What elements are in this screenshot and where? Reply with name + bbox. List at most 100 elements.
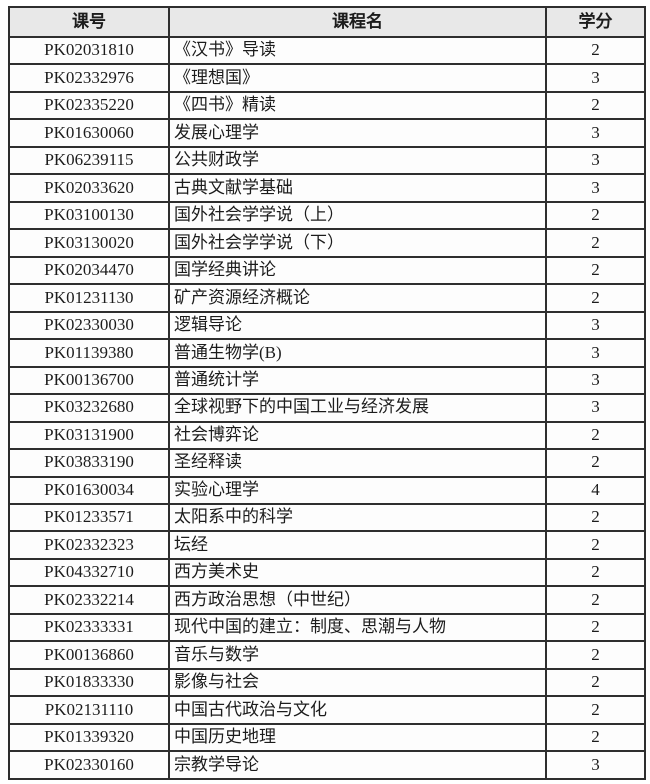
credits-cell: 2 — [545, 200, 646, 231]
course-id-cell: PK02330030 — [8, 310, 170, 341]
credits-cell: 2 — [545, 420, 646, 451]
course-name-cell: 发展心理学 — [168, 118, 547, 148]
credits-cell: 4 — [545, 475, 646, 505]
course-name-cell: 古典文献学基础 — [168, 173, 547, 203]
course-id-cell: PK02034470 — [8, 255, 170, 286]
credits-cell: 3 — [545, 338, 646, 368]
credits-cell: 2 — [545, 530, 646, 560]
course-name-cell: 圣经释读 — [168, 448, 547, 478]
course-name-cell: 影像与社会 — [168, 667, 547, 698]
course-id-cell: PK04332710 — [8, 557, 170, 588]
course-name-cell: 公共财政学 — [168, 145, 547, 176]
credits-cell: 3 — [545, 118, 646, 148]
course-id-cell: PK01139380 — [8, 338, 170, 368]
table-row: PK00136700 普通统计学 3 — [8, 365, 646, 396]
course-name-cell: 国学经典讲论 — [168, 255, 547, 286]
course-id-cell: PK01630060 — [8, 118, 170, 148]
table-row: PK01630034 实验心理学 4 — [8, 475, 646, 505]
credits-cell: 2 — [545, 557, 646, 588]
course-name-cell: 坛经 — [168, 530, 547, 560]
table-row: PK02033620 古典文献学基础 3 — [8, 173, 646, 203]
credits-cell: 3 — [545, 173, 646, 203]
course-id-cell: PK03100130 — [8, 200, 170, 231]
table-row: PK01339320 中国历史地理 2 — [8, 722, 646, 753]
course-table: 课号 课程名 学分 PK02031810 《汉书》导读 2 PK02332976 《理想… — [8, 6, 646, 780]
course-id-cell: PK02332323 — [8, 530, 170, 560]
course-id-cell: PK02033620 — [8, 173, 170, 203]
course-id-cell: PK03131900 — [8, 420, 170, 451]
credits-cell: 2 — [545, 667, 646, 698]
credits-cell: 2 — [545, 585, 646, 615]
credits-cell: 2 — [545, 722, 646, 753]
credits-cell: 3 — [545, 365, 646, 396]
course-name-cell: 西方美术史 — [168, 557, 547, 588]
course-name-cell: 矿产资源经济概论 — [168, 283, 547, 313]
course-name-cell: 社会博弈论 — [168, 420, 547, 451]
course-id-cell: PK00136700 — [8, 365, 170, 396]
credits-cell: 3 — [545, 63, 646, 93]
credits-cell: 2 — [545, 283, 646, 313]
table-row: PK01630060 发展心理学 3 — [8, 118, 646, 148]
course-name-cell: 中国古代政治与文化 — [168, 695, 547, 725]
credits-cell: 2 — [545, 640, 646, 670]
course-name-cell: 国外社会学学说（上） — [168, 200, 547, 231]
course-id-cell: PK01833330 — [8, 667, 170, 698]
course-id-cell: PK02330160 — [8, 750, 170, 780]
table-row: PK06239115 公共财政学 3 — [8, 145, 646, 176]
course-id-cell: PK02332214 — [8, 585, 170, 615]
course-id-cell: PK02131110 — [8, 695, 170, 725]
course-name-cell: 逻辑导论 — [168, 310, 547, 341]
header-course-id: 课号 — [8, 6, 170, 38]
header-row: 课号 课程名 学分 — [8, 6, 646, 38]
course-id-cell: PK03130020 — [8, 228, 170, 258]
course-name-cell: 中国历史地理 — [168, 722, 547, 753]
course-name-cell: 全球视野下的中国工业与经济发展 — [168, 393, 547, 423]
course-name-cell: 西方政治思想（中世纪） — [168, 585, 547, 615]
course-id-cell: PK01233571 — [8, 502, 170, 533]
table-row: PK02034470 国学经典讲论 2 — [8, 255, 646, 286]
table-row: PK04332710 西方美术史 2 — [8, 557, 646, 588]
course-name-cell: 实验心理学 — [168, 475, 547, 505]
course-name-cell: 现代中国的建立：制度、思潮与人物 — [168, 612, 547, 643]
course-name-cell: 音乐与数学 — [168, 640, 547, 670]
table-row: PK02131110 中国古代政治与文化 2 — [8, 695, 646, 725]
course-id-cell: PK01231130 — [8, 283, 170, 313]
course-id-cell: PK02332976 — [8, 63, 170, 93]
course-id-cell: PK03232680 — [8, 393, 170, 423]
course-name-cell: 太阳系中的科学 — [168, 502, 547, 533]
table-row: PK02333331 现代中国的建立：制度、思潮与人物 2 — [8, 612, 646, 643]
table-row: PK03232680 全球视野下的中国工业与经济发展 3 — [8, 393, 646, 423]
credits-cell: 2 — [545, 90, 646, 121]
credits-cell: 2 — [545, 612, 646, 643]
header-course-name: 课程名 — [168, 6, 547, 38]
table-row: PK02031810 《汉书》导读 2 — [8, 35, 646, 66]
table-row: PK03100130 国外社会学学说（上） 2 — [8, 200, 646, 231]
credits-cell: 2 — [545, 695, 646, 725]
course-name-cell: 宗教学导论 — [168, 750, 547, 780]
table-header: 课号 课程名 学分 — [8, 6, 646, 38]
table-row: PK02332976 《理想国》 3 — [8, 63, 646, 93]
course-id-cell: PK02031810 — [8, 35, 170, 66]
credits-cell: 2 — [545, 255, 646, 286]
table-row: PK03131900 社会博弈论 2 — [8, 420, 646, 451]
table-body: PK02031810 《汉书》导读 2 PK02332976 《理想国》 3 PK02335… — [8, 35, 646, 780]
course-id-cell: PK02333331 — [8, 612, 170, 643]
table-row: PK02330030 逻辑导论 3 — [8, 310, 646, 341]
table-row: PK01233571 太阳系中的科学 2 — [8, 502, 646, 533]
table-row: PK00136860 音乐与数学 2 — [8, 640, 646, 670]
course-id-cell: PK02335220 — [8, 90, 170, 121]
credits-cell: 3 — [545, 310, 646, 341]
credits-cell: 2 — [545, 35, 646, 66]
table-row: PK02330160 宗教学导论 3 — [8, 750, 646, 780]
course-id-cell: PK01339320 — [8, 722, 170, 753]
course-id-cell: PK00136860 — [8, 640, 170, 670]
course-name-cell: 普通生物学(B) — [168, 338, 547, 368]
credits-cell: 2 — [545, 228, 646, 258]
course-id-cell: PK06239115 — [8, 145, 170, 176]
course-name-cell: 国外社会学学说（下） — [168, 228, 547, 258]
table-row: PK01833330 影像与社会 2 — [8, 667, 646, 698]
credits-cell: 3 — [545, 393, 646, 423]
course-name-cell: 《汉书》导读 — [168, 35, 547, 66]
course-id-cell: PK03833190 — [8, 448, 170, 478]
